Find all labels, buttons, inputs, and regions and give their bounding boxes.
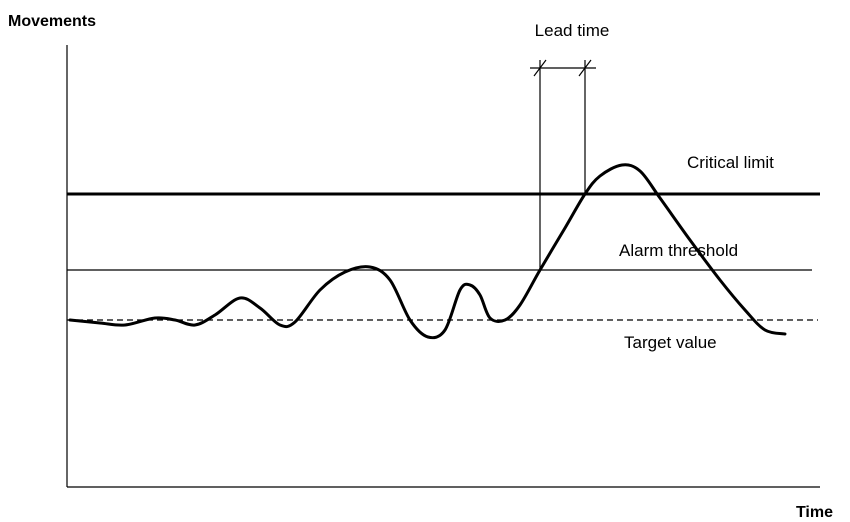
x-axis-label: Time — [796, 504, 833, 521]
alarm-threshold-label: Alarm threshold — [619, 241, 738, 260]
y-axis-label: Movements — [8, 13, 96, 30]
lead-time-label: Lead time — [535, 21, 610, 40]
movement-curve — [68, 163, 787, 340]
lead-time-tick — [578, 59, 592, 77]
target-value-label: Target value — [624, 333, 717, 352]
critical-limit-label: Critical limit — [687, 153, 774, 172]
lead-time-tick — [533, 59, 547, 77]
